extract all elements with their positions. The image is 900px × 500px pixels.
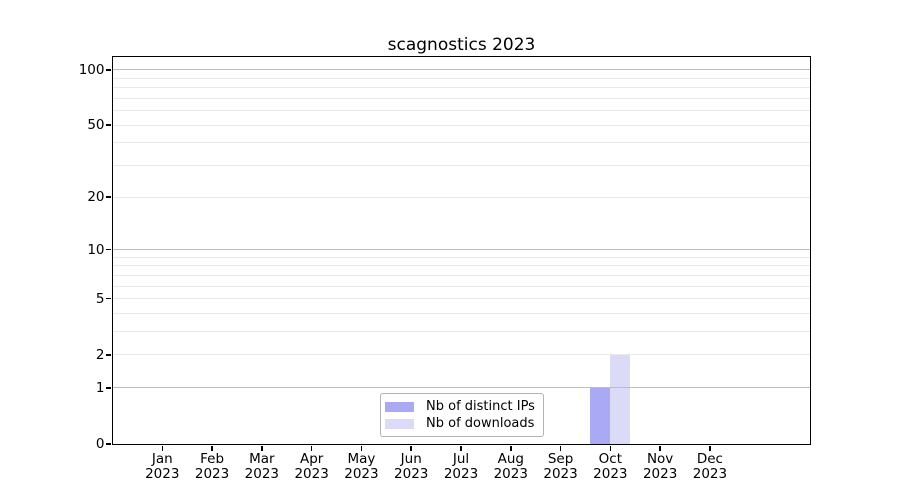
x-tick-year: 2023	[543, 466, 578, 482]
minor-gridline-40	[112, 142, 810, 144]
x-tick-month: Oct	[598, 450, 623, 467]
x-tick-feb-2023	[211, 445, 213, 451]
plot-area: 0 1 2 5 10 20 50 100 Jan 2023 Feb 2023 Mar 2023 Apr 20…	[79, 55, 811, 482]
x-tick-label-may-2023: May 2023	[333, 450, 389, 483]
x-tick-year: 2023	[593, 466, 628, 482]
y-tick-label-100: 100	[78, 61, 105, 78]
y-axis: 0 1 2 5 10 20 50 100	[79, 57, 810, 452]
y-tick-1	[105, 387, 111, 389]
y-tick-label-50: 50	[87, 117, 105, 134]
x-tick-label-oct-2023: Oct 2023	[582, 450, 638, 483]
minor-gridline-70	[112, 97, 810, 99]
x-axis: Jan 2023 Feb 2023 Mar 2023 Apr 2023 May 2023 Jun 20…	[113, 57, 810, 482]
x-tick-year: 2023	[692, 466, 728, 482]
minor-gridline-20	[112, 196, 810, 198]
x-tick-month: Dec	[696, 450, 723, 467]
y-tick-10	[105, 248, 111, 251]
x-tick-month: May	[347, 450, 376, 467]
gridlines-layer	[112, 57, 810, 445]
y-tick-label-0: 0	[95, 436, 105, 452]
x-tick-month: Jun	[400, 450, 422, 467]
minor-gridline-8	[112, 265, 810, 267]
x-tick-oct-2023	[609, 445, 612, 451]
minor-gridline-80	[112, 87, 810, 89]
x-tick-month: Mar	[249, 450, 275, 467]
x-tick-label-aug-2023: Aug 2023	[483, 450, 539, 483]
x-tick-month: Apr	[299, 450, 324, 467]
legend-item-distinct-ips: Nb of distinct IPs	[385, 399, 535, 415]
legend-label-distinct-ips: Nb of distinct IPs	[426, 399, 535, 414]
y-tick-0	[105, 443, 111, 445]
y-tick-label-20: 20	[87, 189, 105, 206]
x-tick-dec-2023	[709, 445, 711, 451]
x-tick-label-mar-2023: Mar 2023	[234, 450, 290, 483]
x-tick-label-jul-2023: Jul 2023	[433, 450, 489, 483]
minor-gridline-5	[112, 298, 810, 300]
minor-gridline-50	[112, 124, 810, 126]
y-tick-2	[105, 354, 111, 356]
x-tick-month: Nov	[646, 450, 674, 467]
x-tick-aug-2023	[510, 445, 512, 451]
x-tick-year: 2023	[244, 466, 280, 482]
y-tick-label-5: 5	[95, 290, 105, 307]
x-tick-mar-2023	[261, 445, 263, 451]
minor-gridline-9	[112, 256, 810, 258]
x-tick-jan-2023	[161, 445, 164, 451]
x-tick-month: Jul	[452, 450, 470, 467]
bar-distinct-ips-oct-2023	[590, 387, 611, 444]
x-tick-label-dec-2023: Dec 2023	[682, 450, 738, 483]
x-tick-label-sep-2023: Sep 2023	[533, 450, 589, 483]
x-tick-apr-2023	[310, 445, 313, 451]
x-tick-year: 2023	[394, 466, 429, 482]
x-tick-label-apr-2023: Apr 2023	[284, 450, 340, 483]
minor-gridline-60	[112, 110, 810, 112]
legend: Nb of distinct IPs Nb of downloads	[380, 393, 544, 437]
legend-label-downloads: Nb of downloads	[426, 416, 535, 431]
x-tick-year: 2023	[443, 466, 479, 482]
x-tick-jun-2023	[410, 445, 412, 451]
x-tick-may-2023	[360, 445, 363, 451]
x-tick-month: Sep	[547, 450, 574, 467]
x-tick-year: 2023	[194, 466, 230, 482]
major-gridline-100	[112, 69, 810, 71]
bars-layer	[113, 57, 810, 445]
x-tick-year: 2023	[145, 466, 180, 482]
major-gridline-10	[112, 249, 810, 251]
y-tick-label-10: 10	[87, 241, 105, 258]
minor-gridline-4	[112, 313, 810, 314]
x-tick-month: Feb	[200, 450, 225, 467]
minor-gridline-6	[112, 285, 810, 287]
y-tick-20	[105, 196, 111, 198]
chart-title: scagnostics 2023	[387, 35, 536, 55]
x-tick-year: 2023	[642, 466, 678, 482]
x-tick-label-jun-2023: Jun 2023	[383, 450, 439, 483]
y-tick-100	[105, 69, 111, 71]
x-tick-nov-2023	[659, 445, 661, 451]
y-tick-5	[105, 297, 111, 300]
minor-gridline-30	[112, 165, 810, 167]
major-gridline-1	[112, 387, 810, 389]
x-tick-year: 2023	[493, 466, 528, 482]
legend-swatch-downloads	[385, 418, 414, 430]
minor-gridline-7	[112, 274, 810, 276]
y-tick-50	[105, 124, 111, 126]
x-tick-jul-2023	[460, 445, 462, 451]
legend-item-downloads: Nb of downloads	[385, 416, 535, 432]
y-tick-label-1: 1	[95, 379, 105, 396]
x-tick-label-jan-2023: Jan 2023	[134, 450, 190, 483]
bar-downloads-oct-2023	[610, 354, 631, 444]
x-tick-sep-2023	[559, 445, 562, 451]
legend-swatch-distinct-ips	[385, 401, 414, 413]
x-tick-label-nov-2023: Nov 2023	[632, 450, 688, 483]
minor-gridline-90	[112, 77, 810, 79]
x-tick-month: Aug	[497, 450, 524, 467]
x-tick-month: Jan	[151, 450, 173, 467]
x-tick-year: 2023	[294, 466, 329, 482]
x-tick-year: 2023	[344, 466, 379, 482]
minor-gridline-2	[112, 354, 810, 356]
minor-gridline-3	[112, 331, 810, 333]
x-tick-label-feb-2023: Feb 2023	[184, 450, 240, 483]
y-tick-label-2: 2	[95, 346, 105, 363]
